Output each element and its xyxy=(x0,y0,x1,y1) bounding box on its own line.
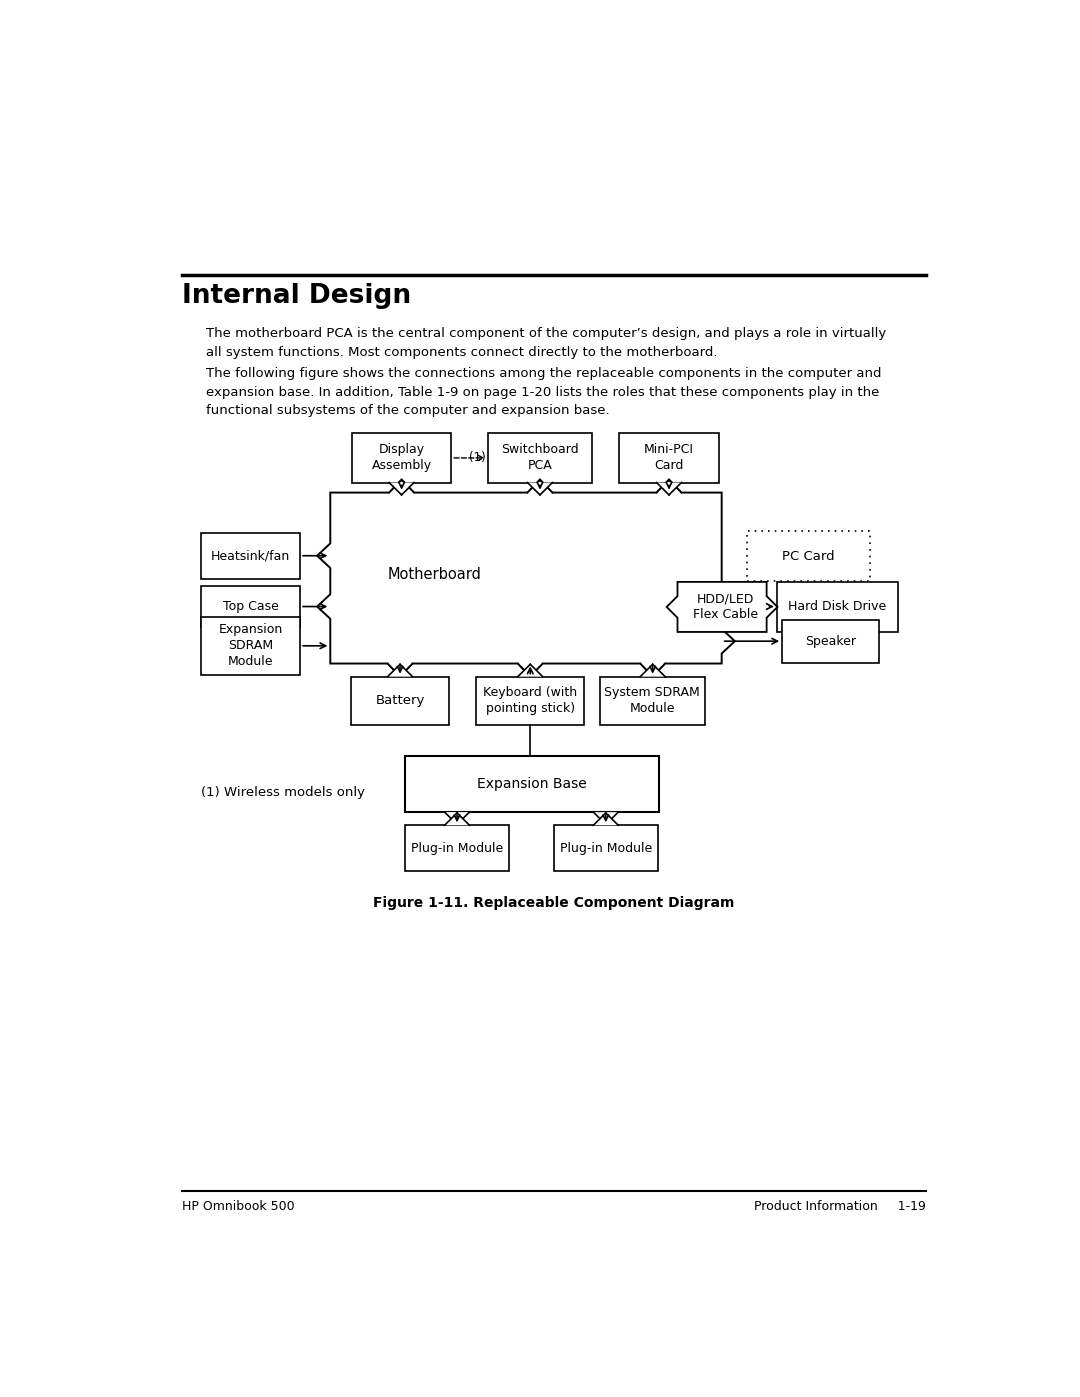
Polygon shape xyxy=(527,482,552,495)
Bar xyxy=(488,433,592,482)
Text: System SDRAM
Module: System SDRAM Module xyxy=(605,686,700,715)
Text: Plug-in Module: Plug-in Module xyxy=(410,842,503,855)
Text: Figure 1-11. Replaceable Component Diagram: Figure 1-11. Replaceable Component Diagr… xyxy=(373,895,734,909)
Polygon shape xyxy=(388,664,413,676)
Polygon shape xyxy=(389,482,414,495)
Bar xyxy=(405,826,510,872)
Bar xyxy=(782,620,879,662)
Polygon shape xyxy=(527,481,552,493)
Text: Expansion
SDRAM
Module: Expansion SDRAM Module xyxy=(218,623,283,668)
Polygon shape xyxy=(517,664,542,676)
Text: The following figure shows the connections among the replaceable components in t: The following figure shows the connectio… xyxy=(206,367,881,418)
Text: Product Information     1-19: Product Information 1-19 xyxy=(754,1200,926,1213)
Text: PC Card: PC Card xyxy=(782,549,835,563)
Text: Internal Design: Internal Design xyxy=(181,284,410,309)
Bar xyxy=(201,532,300,578)
Text: Keyboard (with
pointing stick): Keyboard (with pointing stick) xyxy=(483,686,578,715)
Text: HDD/LED
Flex Cable: HDD/LED Flex Cable xyxy=(692,592,758,622)
Text: Battery: Battery xyxy=(376,694,424,707)
Text: Heatsink/fan: Heatsink/fan xyxy=(211,549,291,562)
Text: The motherboard PCA is the central component of the computer’s design, and plays: The motherboard PCA is the central compo… xyxy=(206,327,887,359)
Polygon shape xyxy=(445,813,470,826)
Bar xyxy=(476,676,584,725)
Bar xyxy=(351,676,449,725)
Polygon shape xyxy=(666,583,778,631)
Text: Motherboard: Motherboard xyxy=(388,567,482,581)
Bar xyxy=(352,433,451,482)
Bar xyxy=(777,583,899,631)
Text: (1): (1) xyxy=(469,451,486,464)
Polygon shape xyxy=(640,664,665,676)
Text: Mini-PCI
Card: Mini-PCI Card xyxy=(644,443,694,472)
Bar xyxy=(201,585,300,627)
Bar xyxy=(747,531,869,581)
Polygon shape xyxy=(318,479,734,676)
Polygon shape xyxy=(389,481,414,493)
Polygon shape xyxy=(640,665,665,676)
Text: Speaker: Speaker xyxy=(805,634,856,648)
Bar xyxy=(554,826,658,872)
Polygon shape xyxy=(388,665,413,676)
Text: Hard Disk Drive: Hard Disk Drive xyxy=(788,601,887,613)
Text: Expansion Base: Expansion Base xyxy=(477,777,586,791)
Bar xyxy=(619,433,718,482)
Bar xyxy=(600,676,704,725)
Bar xyxy=(201,616,300,675)
Text: Top Case: Top Case xyxy=(222,601,279,613)
Text: HP Omnibook 500: HP Omnibook 500 xyxy=(181,1200,294,1213)
Polygon shape xyxy=(593,813,618,826)
Bar xyxy=(405,756,659,812)
Text: Plug-in Module: Plug-in Module xyxy=(559,842,652,855)
Text: Switchboard
PCA: Switchboard PCA xyxy=(501,443,579,472)
Polygon shape xyxy=(657,481,681,493)
Polygon shape xyxy=(657,482,681,495)
Text: (1) Wireless models only: (1) Wireless models only xyxy=(201,787,365,799)
Text: Display
Assembly: Display Assembly xyxy=(372,443,432,472)
Polygon shape xyxy=(445,812,470,824)
Polygon shape xyxy=(517,665,542,676)
Polygon shape xyxy=(593,812,618,824)
